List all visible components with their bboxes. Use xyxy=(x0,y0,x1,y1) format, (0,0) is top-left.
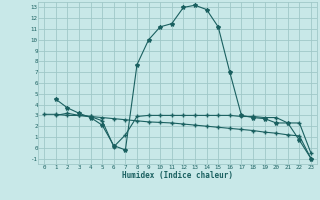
X-axis label: Humidex (Indice chaleur): Humidex (Indice chaleur) xyxy=(122,171,233,180)
